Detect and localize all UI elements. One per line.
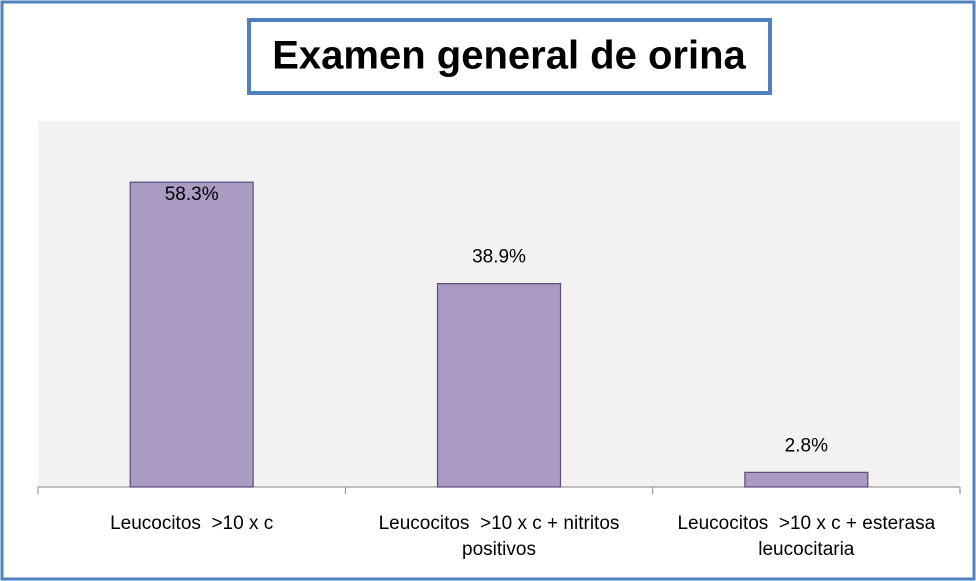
title-box <box>247 18 772 95</box>
chart-title: Examen general de orina <box>272 34 746 78</box>
bar <box>744 471 869 488</box>
x-tick-label: Leucocitos >10 x c + nitritos positivos <box>378 513 625 560</box>
data-label: 2.8% <box>785 435 828 456</box>
x-tick-label: Leucocitos >10 x c <box>110 513 274 534</box>
x-tick-label: Leucocitos >10 x c + esterasa leucocitar… <box>677 513 941 560</box>
bar <box>436 283 562 488</box>
data-label: 38.9% <box>472 247 526 268</box>
bar <box>129 181 254 488</box>
data-label: 58.3% <box>165 184 219 205</box>
